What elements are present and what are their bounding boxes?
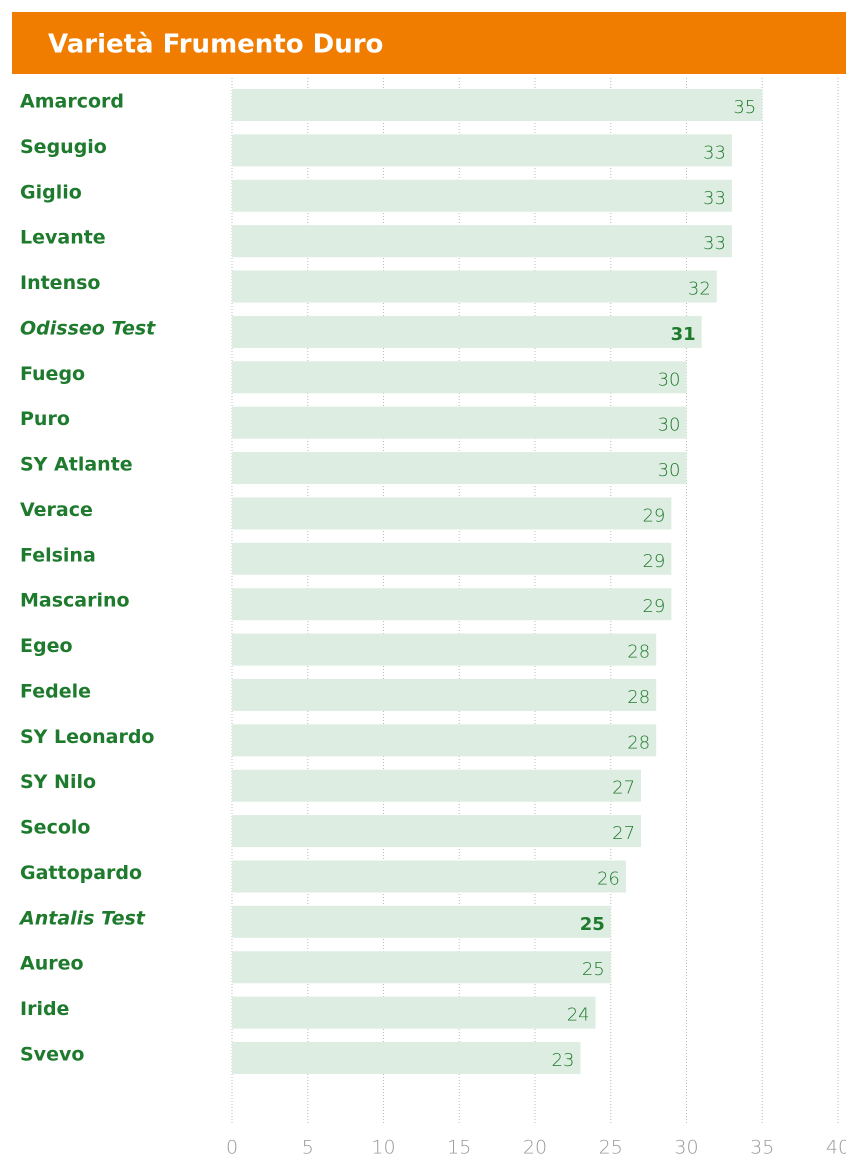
category-label: Amarcord (20, 91, 124, 113)
category-label: Aureo (20, 953, 84, 975)
category-label: Gattopardo (20, 862, 142, 884)
bar (232, 951, 611, 984)
x-tick-label: 40 (826, 1137, 846, 1158)
category-label: Mascarino (20, 590, 130, 612)
value-label: 28 (627, 687, 650, 708)
value-label: 30 (658, 460, 681, 481)
value-label: 26 (597, 868, 620, 889)
value-label: 23 (552, 1050, 575, 1071)
bar (232, 1042, 581, 1074)
value-label: 27 (612, 823, 635, 844)
category-label: Svevo (20, 1044, 84, 1066)
value-label: 27 (612, 778, 635, 799)
value-label: 30 (658, 415, 681, 436)
category-label: SY Leonardo (20, 726, 154, 748)
value-label: 29 (642, 596, 665, 617)
bar (232, 225, 732, 258)
category-label: Puro (20, 408, 70, 430)
category-label: Secolo (20, 817, 90, 839)
category-label: Odisseo Test (20, 317, 156, 339)
value-label: 25 (582, 959, 605, 980)
bar (232, 89, 763, 121)
value-label: 33 (703, 142, 726, 163)
bar (232, 905, 611, 938)
bar (232, 361, 687, 394)
category-label: Iride (20, 998, 69, 1020)
category-label: Fedele (20, 680, 91, 702)
value-label: 33 (703, 233, 726, 254)
bar (232, 678, 657, 711)
x-tick-label: 5 (302, 1137, 314, 1158)
bar (232, 588, 672, 621)
bar (232, 724, 657, 757)
category-label: Fuego (20, 363, 85, 385)
bar (232, 633, 657, 666)
category-label: Felsina (20, 544, 96, 566)
bar (232, 406, 687, 439)
value-label: 31 (671, 324, 696, 345)
bar (232, 860, 626, 893)
category-label: Verace (20, 499, 93, 521)
bar (232, 179, 732, 212)
value-label: 35 (733, 97, 756, 118)
value-label: 28 (627, 642, 650, 663)
title-background (12, 12, 846, 74)
value-label: 29 (642, 551, 665, 572)
value-label: 24 (567, 1005, 590, 1026)
category-label: Giglio (20, 181, 82, 203)
bar (232, 270, 717, 303)
value-label: 33 (703, 188, 726, 209)
category-label: SY Nilo (20, 771, 96, 793)
category-label: Egeo (20, 635, 73, 657)
x-tick-label: 25 (599, 1137, 623, 1158)
value-label: 29 (642, 505, 665, 526)
category-label: Levante (20, 227, 106, 249)
bar (232, 452, 687, 485)
category-label: SY Atlante (20, 454, 133, 476)
x-tick-label: 0 (226, 1137, 238, 1158)
chart-title: Varietà Frumento Duro (48, 30, 383, 60)
category-label: Segugio (20, 136, 107, 158)
category-label: Antalis Test (18, 907, 146, 929)
x-tick-label: 10 (371, 1137, 395, 1158)
bar (232, 769, 642, 802)
value-label: 28 (627, 732, 650, 753)
x-tick-label: 35 (750, 1137, 774, 1158)
bar (232, 497, 672, 530)
bar (232, 815, 642, 848)
bar (232, 996, 596, 1029)
value-label: 32 (688, 279, 711, 300)
x-tick-label: 30 (674, 1137, 698, 1158)
value-label: 30 (658, 369, 681, 390)
x-tick-label: 20 (523, 1137, 547, 1158)
value-label: 25 (580, 914, 605, 935)
bar (232, 315, 702, 348)
bar (232, 542, 672, 575)
bar (232, 134, 732, 167)
category-label: Intenso (20, 272, 100, 294)
x-tick-label: 15 (447, 1137, 471, 1158)
